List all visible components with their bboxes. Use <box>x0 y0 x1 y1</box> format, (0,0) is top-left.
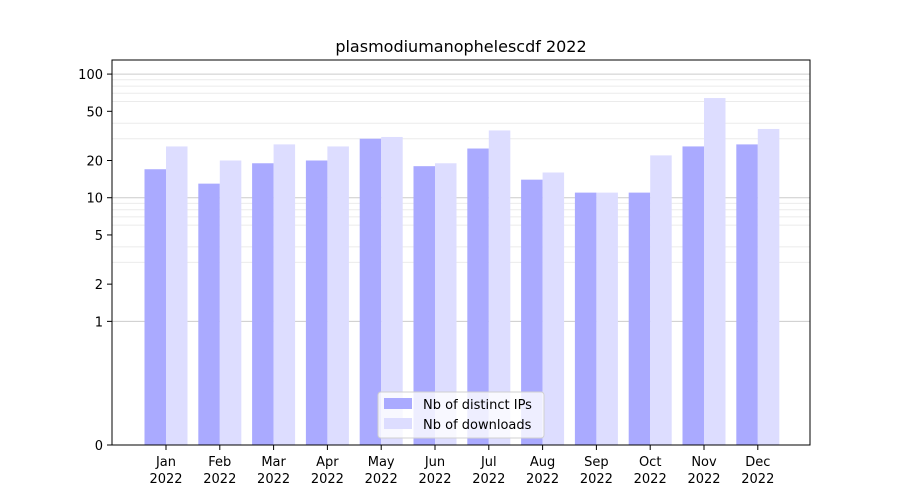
bar-ips <box>305 160 328 445</box>
bar-ips <box>467 148 489 445</box>
bar-downloads <box>704 98 726 445</box>
y-tick-label: 2 <box>95 278 103 293</box>
bar-downloads <box>650 155 672 445</box>
bar-downloads <box>327 146 349 445</box>
legend-label: Nb of distinct IPs <box>423 398 532 413</box>
legend-box <box>377 391 545 439</box>
x-tick-label-month: Jul <box>480 455 497 470</box>
bar-ips <box>144 169 166 445</box>
bar-ips <box>736 144 758 445</box>
x-tick-label-year: 2022 <box>580 472 613 487</box>
bar-downloads <box>219 160 242 445</box>
x-tick-label-month: Jun <box>424 455 445 470</box>
x-tick-label-year: 2022 <box>634 472 667 487</box>
x-tick-label-year: 2022 <box>365 472 398 487</box>
x-tick-label-month: Nov <box>691 455 717 470</box>
legend: Nb of distinct IPs Nb of downloads <box>377 391 545 439</box>
bar-ips <box>574 192 597 445</box>
x-tick-label-month: May <box>368 455 395 470</box>
x-tick-label-month: Aug <box>530 455 555 470</box>
bar-ips <box>682 146 704 445</box>
bar-downloads <box>166 146 188 445</box>
x-tick-label-month: Feb <box>208 455 231 470</box>
bar-ips <box>628 192 651 445</box>
bar-ips <box>252 163 274 445</box>
x-tick-label-month: Jan <box>155 455 176 470</box>
axes: 0 1 2 5 10 20 50 100 Jan 2022 Feb 2022 Mar 2022 Apr 202… <box>78 59 811 487</box>
bar-downloads <box>435 163 457 445</box>
bar-ips <box>359 138 382 446</box>
x-tick-label-year: 2022 <box>203 472 236 487</box>
bar-downloads <box>488 130 511 445</box>
y-tick-label: 100 <box>78 68 103 83</box>
y-tick-label: 5 <box>95 229 103 244</box>
chart-title: plasmodiumanophelescdf 2022 <box>335 37 586 56</box>
bars <box>144 98 780 446</box>
bar-ips <box>198 183 220 445</box>
bar-downloads <box>757 128 780 445</box>
legend-label: Nb of downloads <box>423 418 532 433</box>
x-tick-label-month: Mar <box>261 455 286 470</box>
x-tick-label-year: 2022 <box>472 472 505 487</box>
x-tick-label-year: 2022 <box>418 472 451 487</box>
bar-downloads <box>596 192 618 445</box>
plot-frame <box>111 59 811 446</box>
x-tick-label-year: 2022 <box>741 472 774 487</box>
bar-ips <box>521 179 543 446</box>
x-tick-label-month: Sep <box>584 455 609 470</box>
legend-swatch <box>384 398 412 409</box>
x-tick-label-month: Dec <box>745 455 770 470</box>
legend-swatch <box>384 418 412 429</box>
x-tick-label-year: 2022 <box>311 472 344 487</box>
x-tick-label-month: Apr <box>316 455 339 470</box>
bar-ips <box>413 166 435 445</box>
x-tick-label-year: 2022 <box>149 472 182 487</box>
y-tick-label: 1 <box>95 315 103 330</box>
x-tick-label-year: 2022 <box>687 472 720 487</box>
y-tick-label: 50 <box>86 105 103 120</box>
bar-downloads <box>273 144 296 445</box>
bar-downloads <box>381 136 403 445</box>
y-tick-label: 20 <box>86 155 103 170</box>
x-tick-label-year: 2022 <box>526 472 559 487</box>
x-tick-label-month: Oct <box>639 455 661 470</box>
y-tick-label: 0 <box>95 439 103 454</box>
x-tick-label-year: 2022 <box>257 472 290 487</box>
y-tick-label: 10 <box>86 192 103 207</box>
bar-downloads <box>542 172 565 446</box>
